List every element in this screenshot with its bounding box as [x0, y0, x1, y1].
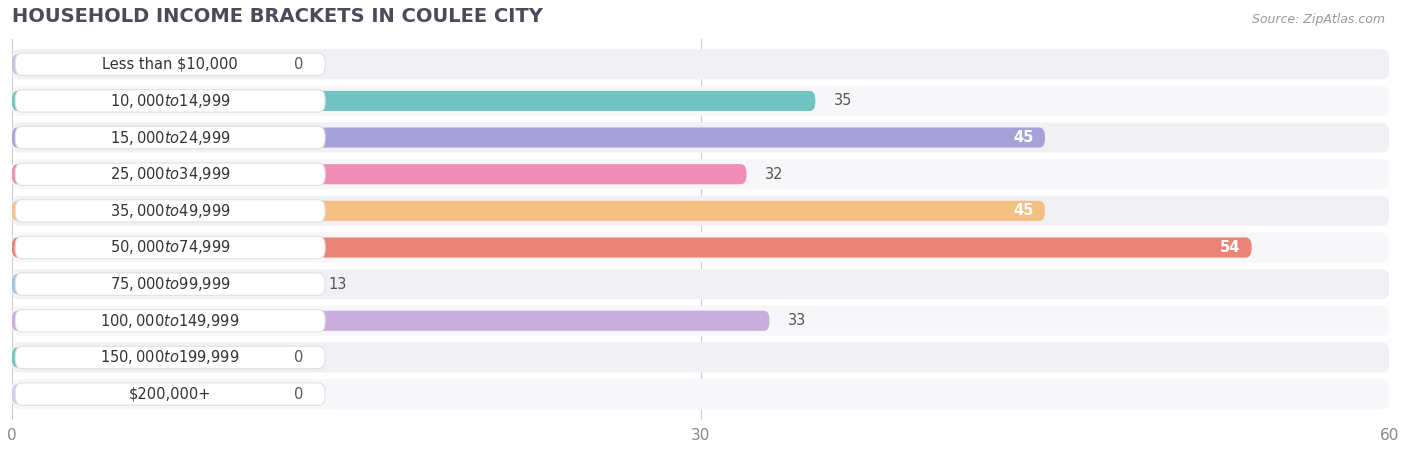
FancyBboxPatch shape — [11, 159, 1389, 189]
FancyBboxPatch shape — [15, 90, 325, 112]
FancyBboxPatch shape — [15, 163, 325, 185]
Text: HOUSEHOLD INCOME BRACKETS IN COULEE CITY: HOUSEHOLD INCOME BRACKETS IN COULEE CITY — [11, 7, 543, 26]
Text: $10,000 to $14,999: $10,000 to $14,999 — [110, 92, 231, 110]
FancyBboxPatch shape — [11, 196, 1389, 226]
Text: 13: 13 — [329, 277, 347, 292]
Text: $150,000 to $199,999: $150,000 to $199,999 — [100, 348, 240, 366]
Text: $75,000 to $99,999: $75,000 to $99,999 — [110, 275, 231, 293]
FancyBboxPatch shape — [11, 306, 1389, 336]
FancyBboxPatch shape — [11, 91, 815, 111]
FancyBboxPatch shape — [11, 347, 276, 368]
FancyBboxPatch shape — [15, 273, 325, 295]
FancyBboxPatch shape — [11, 86, 1389, 116]
FancyBboxPatch shape — [11, 54, 276, 74]
Text: $15,000 to $24,999: $15,000 to $24,999 — [110, 129, 231, 147]
Text: $50,000 to $74,999: $50,000 to $74,999 — [110, 238, 231, 256]
FancyBboxPatch shape — [11, 310, 769, 331]
FancyBboxPatch shape — [11, 274, 311, 294]
Text: $35,000 to $49,999: $35,000 to $49,999 — [110, 202, 231, 220]
FancyBboxPatch shape — [15, 126, 325, 149]
FancyBboxPatch shape — [11, 269, 1389, 299]
Text: 0: 0 — [294, 350, 302, 365]
Text: $200,000+: $200,000+ — [129, 387, 211, 401]
FancyBboxPatch shape — [15, 200, 325, 222]
FancyBboxPatch shape — [15, 236, 325, 259]
FancyBboxPatch shape — [11, 49, 1389, 79]
Text: 32: 32 — [765, 166, 783, 182]
FancyBboxPatch shape — [11, 122, 1389, 153]
FancyBboxPatch shape — [11, 164, 747, 184]
FancyBboxPatch shape — [11, 384, 276, 404]
Text: $25,000 to $34,999: $25,000 to $34,999 — [110, 165, 231, 183]
FancyBboxPatch shape — [11, 127, 1045, 148]
FancyBboxPatch shape — [15, 53, 325, 76]
FancyBboxPatch shape — [11, 201, 1045, 221]
FancyBboxPatch shape — [11, 342, 1389, 373]
FancyBboxPatch shape — [15, 346, 325, 369]
FancyBboxPatch shape — [15, 310, 325, 332]
Text: 0: 0 — [294, 387, 302, 401]
Text: 0: 0 — [294, 57, 302, 72]
FancyBboxPatch shape — [11, 379, 1389, 409]
Text: 45: 45 — [1014, 203, 1033, 218]
FancyBboxPatch shape — [11, 238, 1251, 257]
Text: 45: 45 — [1014, 130, 1033, 145]
Text: 54: 54 — [1220, 240, 1240, 255]
Text: $100,000 to $149,999: $100,000 to $149,999 — [100, 312, 240, 330]
FancyBboxPatch shape — [15, 383, 325, 405]
Text: Source: ZipAtlas.com: Source: ZipAtlas.com — [1251, 14, 1385, 27]
Text: Less than $10,000: Less than $10,000 — [103, 57, 238, 72]
FancyBboxPatch shape — [11, 233, 1389, 262]
Text: 35: 35 — [834, 94, 852, 108]
Text: 33: 33 — [787, 313, 806, 328]
